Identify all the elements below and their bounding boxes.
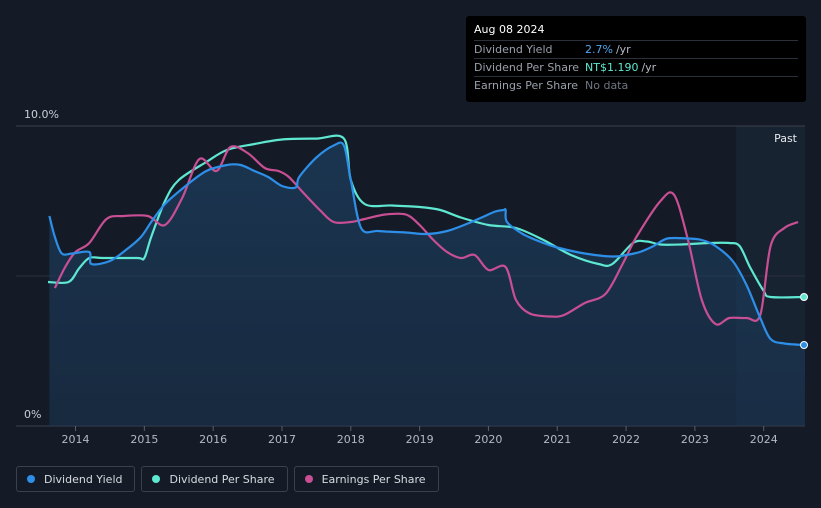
legend-dot-icon bbox=[304, 475, 313, 483]
tooltip-row-earnings-per-share: Earnings Per Share No data bbox=[474, 76, 798, 94]
dividend-yield-end-marker bbox=[800, 341, 808, 349]
tooltip-unit: /yr bbox=[615, 43, 631, 56]
legend-label: Earnings Per Share bbox=[321, 472, 426, 486]
legend-dividend-yield[interactable]: Dividend Yield bbox=[16, 466, 136, 492]
dividend-yield-area bbox=[49, 142, 805, 426]
x-tick-label: 2021 bbox=[543, 433, 571, 446]
legend-earnings-per-share[interactable]: Earnings Per Share bbox=[293, 466, 439, 492]
legend-label: Dividend Per Share bbox=[169, 472, 275, 486]
y-axis-bottom-label: 0% bbox=[24, 408, 41, 421]
x-tick-label: 2022 bbox=[612, 433, 640, 446]
dividend-per-share-end-marker bbox=[800, 293, 808, 301]
x-tick-label: 2023 bbox=[681, 433, 709, 446]
x-tick-label: 2015 bbox=[130, 433, 158, 446]
tooltip-value: 2.7% bbox=[585, 43, 613, 56]
legend-label: Dividend Yield bbox=[44, 472, 123, 486]
legend-dot-icon bbox=[27, 475, 35, 483]
dividend-yield-line bbox=[48, 141, 806, 347]
x-tick-label: 2014 bbox=[62, 433, 90, 446]
legend-dot-icon bbox=[152, 475, 161, 483]
tooltip-date: Aug 08 2024 bbox=[474, 23, 545, 36]
tooltip-value: No data bbox=[585, 79, 629, 92]
tooltip-label: Earnings Per Share bbox=[474, 79, 579, 92]
x-tick-label: 2018 bbox=[337, 433, 365, 446]
past-label: Past bbox=[774, 132, 798, 145]
tooltip-label: Dividend Per Share bbox=[474, 61, 580, 74]
legend-dividend-per-share[interactable]: Dividend Per Share bbox=[141, 466, 288, 492]
tooltip-unit: /yr bbox=[641, 61, 657, 74]
dividend-per-share-line bbox=[47, 134, 806, 299]
x-tick-label: 2020 bbox=[474, 433, 502, 446]
earnings-per-share-line bbox=[53, 145, 799, 326]
x-tick-label: 2019 bbox=[406, 433, 434, 446]
y-axis-top-label: 10.0% bbox=[24, 108, 59, 121]
hover-tooltip: Aug 08 2024 Dividend Yield 2.7% /yr Divi… bbox=[466, 16, 806, 102]
tooltip-row-dividend-per-share: Dividend Per Share NT$1.190 /yr bbox=[474, 58, 798, 76]
x-tick-label: 2024 bbox=[750, 433, 778, 446]
x-tick-label: 2016 bbox=[199, 433, 227, 446]
tooltip-value: NT$1.190 bbox=[585, 61, 639, 74]
chart-legend: Dividend Yield Dividend Per Share Earnin… bbox=[16, 466, 439, 492]
tooltip-row-dividend-yield: Dividend Yield 2.7% /yr bbox=[474, 40, 798, 58]
x-tick-label: 2017 bbox=[268, 433, 296, 446]
tooltip-label: Dividend Yield bbox=[474, 43, 553, 56]
